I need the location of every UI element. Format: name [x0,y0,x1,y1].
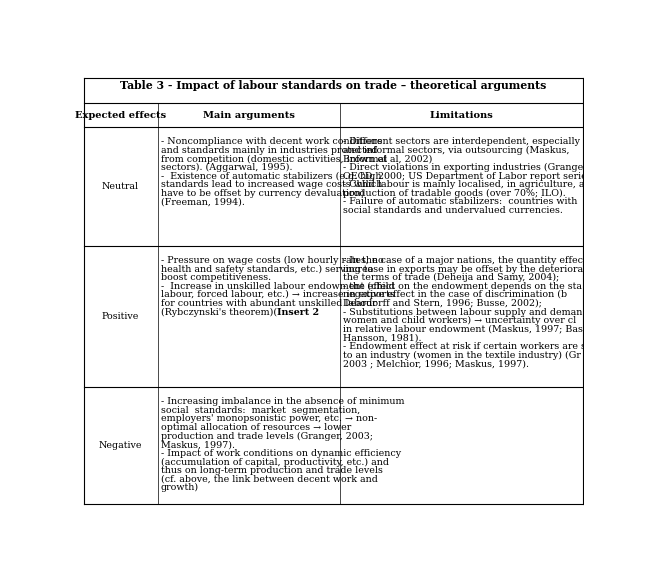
Text: Hansson, 1981).: Hansson, 1981). [343,333,421,343]
Text: for countries with abundant unskilled labour: for countries with abundant unskilled la… [160,299,376,308]
Text: - Impact of work conditions on dynamic efficiency: - Impact of work conditions on dynamic e… [160,449,400,458]
Text: increase in exports may be offset by the deteriora: increase in exports may be offset by the… [343,265,583,274]
Text: Main arguments: Main arguments [202,111,295,120]
Text: - Different sectors are interdependent, especially: - Different sectors are interdependent, … [343,137,580,146]
Text: - In the case of a major nations, the quantity effect: - In the case of a major nations, the qu… [343,256,587,265]
Text: 2003 ; Melchior, 1996; Maskus, 1997).: 2003 ; Melchior, 1996; Maskus, 1997). [343,359,529,368]
Text: - Substitutions between labour supply and deman: - Substitutions between labour supply an… [343,307,582,316]
Text: boost competitiveness.: boost competitiveness. [160,273,271,282]
Text: Brown et al, 2002): Brown et al, 2002) [343,155,432,163]
Text: social standards and undervalued currencies.: social standards and undervalued currenc… [343,206,563,215]
Text: standards lead to increased wage costs which: standards lead to increased wage costs w… [160,180,382,189]
Text: health and safety standards, etc.) serving to: health and safety standards, etc.) servi… [160,265,373,274]
Text: growth): growth) [160,483,199,492]
Text: (cf. above, the link between decent work and: (cf. above, the link between decent work… [160,475,378,484]
Text: the terms of trade (Deheija and Samy, 2004);: the terms of trade (Deheija and Samy, 20… [343,273,559,282]
Text: thus on long-term production and trade levels: thus on long-term production and trade l… [160,466,382,475]
Text: - Noncompliance with decent work conditions: - Noncompliance with decent work conditi… [160,137,382,146]
Text: - Increasing imbalance in the absence of minimum: - Increasing imbalance in the absence of… [160,397,404,406]
Text: (Freeman, 1994).: (Freeman, 1994). [160,197,245,207]
Text: Deardorff and Stern, 1996; Busse, 2002);: Deardorff and Stern, 1996; Busse, 2002); [343,299,542,308]
Text: Maskus, 1997).: Maskus, 1997). [160,440,234,450]
Text: - Endowment effect at risk if certain workers are s: - Endowment effect at risk if certain wo… [343,342,586,351]
Text: optimal allocation of resources → lower: optimal allocation of resources → lower [160,423,351,432]
Text: production and trade levels (Granger, 2003;: production and trade levels (Granger, 20… [160,432,373,441]
Text: - the effect on the endowment depends on the sta: - the effect on the endowment depends on… [343,282,582,291]
Text: from competition (domestic activities, informal: from competition (domestic activities, i… [160,155,387,164]
Text: have to be offset by currency devaluation): have to be offset by currency devaluatio… [160,189,364,198]
Text: - Pressure on wage costs (low hourly rates, no: - Pressure on wage costs (low hourly rat… [160,256,384,265]
Text: Table 3 - Impact of labour standards on trade – theoretical arguments: Table 3 - Impact of labour standards on … [120,80,546,91]
Text: employers' monopsonistic power, etc. → non-: employers' monopsonistic power, etc. → n… [160,414,377,423]
Text: women and child workers) → uncertainty over cl: women and child workers) → uncertainty o… [343,316,576,325]
Text: -  Increase in unskilled labour endowment (child: - Increase in unskilled labour endowment… [160,282,395,291]
Text: Negative: Negative [99,442,142,450]
Text: Limitations: Limitations [430,111,493,120]
Text: Positive: Positive [102,312,140,321]
Text: Insert 2: Insert 2 [276,307,319,316]
Text: sectors). (Aggarwal, 1995).: sectors). (Aggarwal, 1995). [160,163,292,172]
Text: Neutral: Neutral [102,182,139,191]
Text: and standards mainly in industries protected: and standards mainly in industries prote… [160,146,377,155]
Text: (accumulation of capital, productivity, etc.) and: (accumulation of capital, productivity, … [160,457,389,467]
Text: negative effect in the case of discrimination (b: negative effect in the case of discrimin… [343,290,567,299]
Text: labour, forced labour, etc.) → increase in exports: labour, forced labour, etc.) → increase … [160,290,395,299]
Text: to an industry (women in the textile industry) (Gr: to an industry (women in the textile ind… [343,351,581,360]
Text: OECD, 2000; US Department of Labor report series).: OECD, 2000; US Department of Labor repor… [343,172,598,181]
Text: (Rybczynski's theorem)(: (Rybczynski's theorem)( [160,307,276,317]
Text: in relative labour endowment (Maskus, 1997; Basu: in relative labour endowment (Maskus, 19… [343,325,589,333]
Text: social  standards:  market  segmentation,: social standards: market segmentation, [160,406,360,415]
Text: - Direct violations in exporting industries (Granger: - Direct violations in exporting industr… [343,163,587,172]
Text: Expected effects: Expected effects [75,111,166,120]
Text: - Child labour is mainly localised, in agriculture, a: - Child labour is mainly localised, in a… [343,180,584,189]
Text: -  Existence of automatic stabilizers (e.g. high: - Existence of automatic stabilizers (e.… [160,172,381,181]
Text: - Failure of automatic stabilizers:  countries with: - Failure of automatic stabilizers: coun… [343,197,577,207]
Text: production of tradable goods (over 70%; ILO).: production of tradable goods (over 70%; … [343,189,566,198]
Text: and informal sectors, via outsourcing (Maskus,: and informal sectors, via outsourcing (M… [343,146,569,155]
